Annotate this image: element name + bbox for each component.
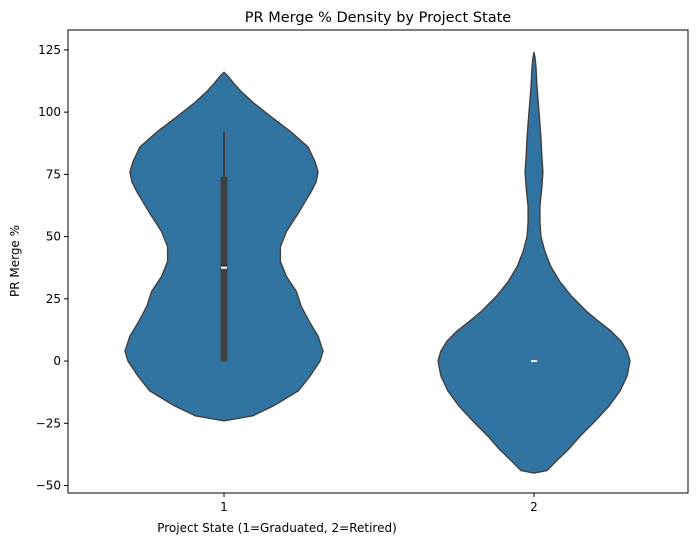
axes-frame bbox=[67, 29, 689, 494]
y-axis: −50 −25 0 25 50 75 100 125 bbox=[36, 43, 68, 493]
x-axis-label: Project State (1=Graduated, 2=Retired) bbox=[157, 521, 397, 535]
plot-area bbox=[67, 29, 689, 494]
y-tick-label: 100 bbox=[38, 105, 61, 119]
x-tick-label: 1 bbox=[220, 500, 228, 514]
violins-layer bbox=[124, 51, 631, 474]
y-tick-label: −25 bbox=[36, 416, 61, 430]
chart-title: PR Merge % Density by Project State bbox=[245, 10, 511, 26]
y-tick-label: −50 bbox=[36, 479, 61, 493]
violin-body-2 bbox=[437, 51, 631, 474]
y-tick-label: 0 bbox=[53, 354, 61, 368]
y-tick-label: 75 bbox=[46, 167, 61, 181]
y-tick-label: 50 bbox=[46, 230, 61, 244]
violin-iqr-box-1 bbox=[220, 176, 228, 362]
y-tick-label: 125 bbox=[38, 43, 61, 57]
x-tick-label: 2 bbox=[530, 500, 538, 514]
y-axis-label: PR Merge % bbox=[8, 225, 22, 297]
y-tick-label: 25 bbox=[46, 292, 61, 306]
